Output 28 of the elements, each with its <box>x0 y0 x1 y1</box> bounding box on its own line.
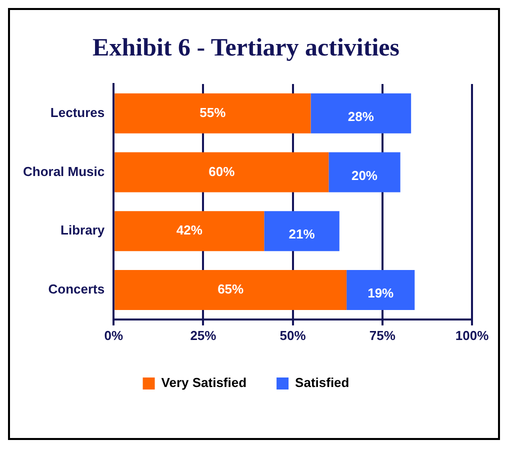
bar <box>328 152 400 192</box>
data-label: 21% <box>288 226 316 242</box>
bar <box>264 211 340 252</box>
data-label: 20% <box>351 168 378 183</box>
y-tick-label: Choral Music <box>23 164 105 179</box>
x-tick-label: 100% <box>455 328 490 343</box>
x-tick-label: 50% <box>280 328 306 343</box>
legend-label: Satisfied <box>295 375 350 390</box>
data-label: 28% <box>348 109 374 124</box>
data-label: 60% <box>208 164 236 179</box>
x-tick-label: 25% <box>190 328 217 343</box>
bar <box>346 270 415 310</box>
data-label: 55% <box>200 105 226 120</box>
x-tick-label: 75% <box>369 328 396 343</box>
bar <box>114 93 311 134</box>
data-label: 19% <box>368 286 394 301</box>
bar <box>114 211 264 252</box>
data-label: 65% <box>218 282 244 297</box>
chart-title: Exhibit 6 - Tertiary activities <box>92 34 400 62</box>
y-tick-label: Library <box>60 222 106 238</box>
legend-label: Very Satisfied <box>161 375 247 390</box>
bar <box>114 270 347 310</box>
bar <box>114 152 329 192</box>
data-label: 42% <box>176 222 203 238</box>
x-tick-label: 0% <box>104 328 124 343</box>
bar <box>310 93 412 134</box>
y-tick-label: Lectures <box>50 105 105 120</box>
y-tick-label: Concerts <box>48 282 105 297</box>
